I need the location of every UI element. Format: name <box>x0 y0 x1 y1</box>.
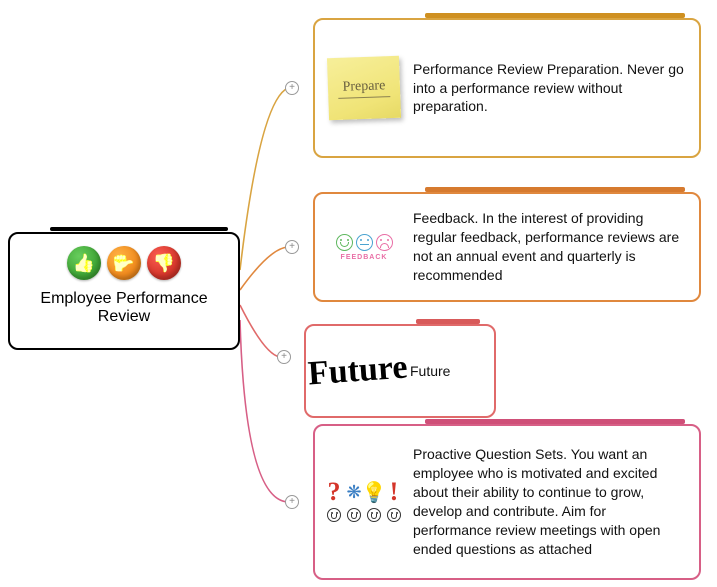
future-icon: Future <box>316 336 400 406</box>
child-text: Performance Review Preparation. Never go… <box>413 60 687 117</box>
child-text: Feedback. In the interest of providing r… <box>413 209 687 285</box>
connector-1 <box>240 247 288 290</box>
root-label: Employee Performance Review <box>20 290 228 326</box>
child-prepare[interactable]: PreparePerformance Review Preparation. N… <box>313 18 701 158</box>
thumb-up-icon <box>67 246 101 280</box>
child-tab <box>416 319 480 324</box>
expand-button-3[interactable]: + <box>285 495 299 509</box>
child-future[interactable]: Future Future <box>304 324 496 418</box>
thumb-down-icon <box>147 246 181 280</box>
child-text: Future <box>410 362 482 381</box>
child-feedback[interactable]: FEEDBACKFeedback. In the interest of pro… <box>313 192 701 302</box>
child-text: Proactive Question Sets. You want an emp… <box>413 445 687 558</box>
sticky-icon: Prepare <box>325 53 403 123</box>
child-tab <box>425 187 685 192</box>
root-icons <box>20 246 228 280</box>
child-tab <box>425 419 685 424</box>
connector-2 <box>240 305 280 357</box>
root-node[interactable]: Employee Performance Review <box>8 232 240 350</box>
child-tab <box>425 13 685 18</box>
proactive-icon: ?❋💡! <box>325 472 403 532</box>
expand-button-2[interactable]: + <box>277 350 291 364</box>
faces-icon: FEEDBACK <box>325 212 403 282</box>
expand-button-1[interactable]: + <box>285 240 299 254</box>
expand-button-0[interactable]: + <box>285 81 299 95</box>
connector-3 <box>240 320 288 502</box>
thumb-side-icon <box>107 246 141 280</box>
connector-0 <box>240 88 288 270</box>
child-proactive[interactable]: ?❋💡!Proactive Question Sets. You want an… <box>313 424 701 580</box>
